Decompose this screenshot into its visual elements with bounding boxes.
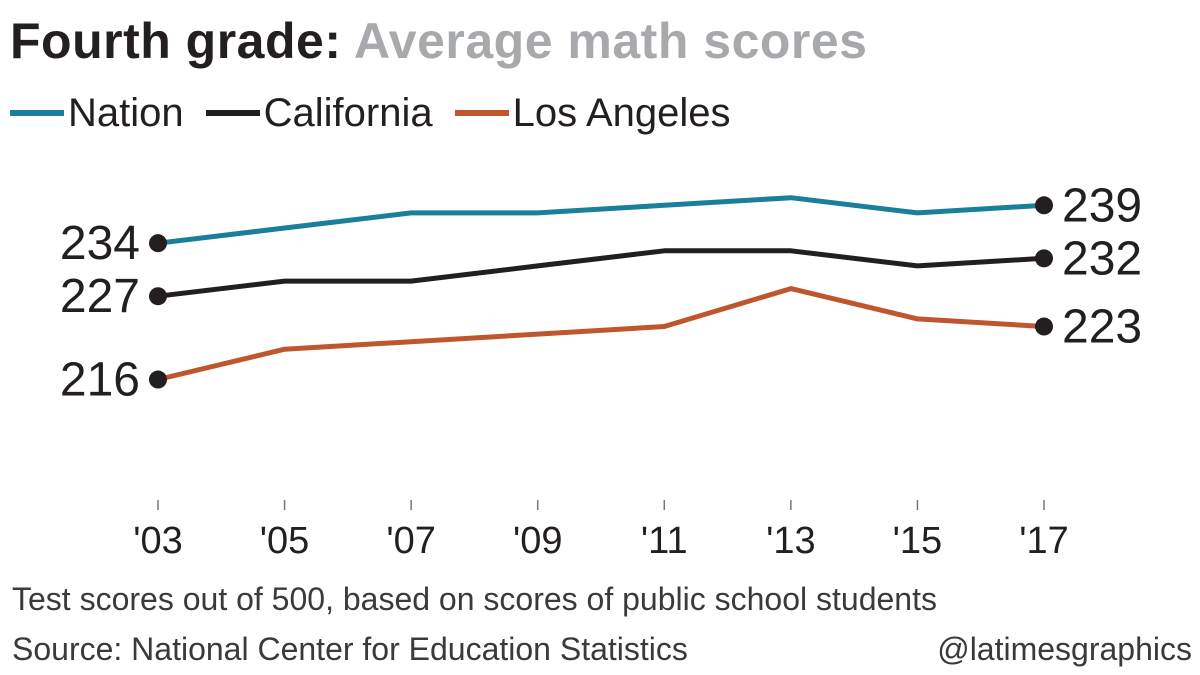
chart-title-main: Fourth grade: [10, 13, 342, 69]
start-label-los-angeles: 216 [60, 354, 140, 407]
legend: Nation California Los Angeles [10, 88, 753, 138]
start-label-california: 227 [60, 270, 140, 323]
legend-swatch-california [205, 110, 260, 116]
x-tick-label: '17 [1019, 520, 1069, 562]
start-point-california [149, 287, 167, 306]
source-line: Source: National Center for Education St… [12, 628, 1192, 670]
legend-swatch-los-angeles [454, 110, 509, 116]
end-label-california: 232 [1062, 232, 1142, 285]
x-tick-label: '07 [386, 520, 436, 562]
legend-label-nation: Nation [68, 91, 184, 135]
legend-item-los-angeles: Los Angeles [454, 88, 731, 138]
legend-swatch-nation [10, 110, 64, 116]
legend-label-california: California [263, 91, 433, 135]
x-tick-label: '03 [133, 520, 183, 562]
x-tick-label: '15 [893, 520, 943, 562]
source-text: Source: National Center for Education St… [12, 631, 688, 667]
credit-text: @latimesgraphics [937, 631, 1192, 667]
x-tick-label: '09 [513, 520, 563, 562]
series-line-nation [155, 195, 1047, 246]
chart-subtitle: Average math scores [354, 13, 868, 69]
legend-label-los-angeles: Los Angeles [512, 91, 731, 135]
start-label-nation: 234 [60, 217, 140, 270]
x-tick-label: '11 [641, 520, 688, 562]
end-label-nation: 239 [1062, 179, 1142, 232]
series-line-california [155, 248, 1047, 299]
series-line-los-angeles [155, 286, 1047, 382]
start-point-nation [149, 234, 167, 253]
chart-title: Fourth grade: Average math scores [10, 2, 868, 80]
chart-note: Test scores out of 500, based on scores … [12, 581, 937, 617]
legend-item-california: California [205, 88, 433, 138]
end-point-california [1035, 249, 1053, 268]
end-point-nation [1035, 196, 1053, 215]
start-point-los-angeles [149, 370, 167, 389]
x-tick-label: '05 [260, 520, 310, 562]
end-point-los-angeles [1035, 317, 1053, 336]
end-label-los-angeles: 223 [1062, 301, 1142, 354]
legend-item-nation: Nation [10, 88, 184, 138]
x-tick-label: '13 [766, 520, 816, 562]
